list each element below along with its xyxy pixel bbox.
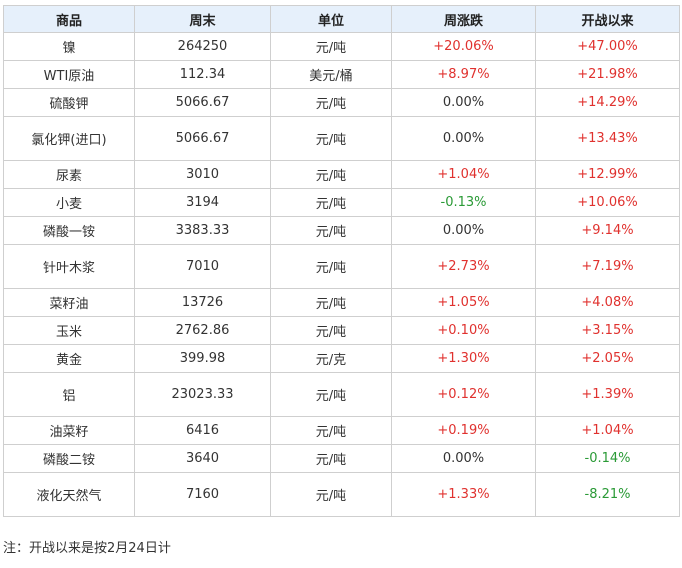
table-row: 菜籽油 13726 元/吨 +1.05% +4.08%: [3, 288, 680, 317]
cell-unit: 元/吨: [270, 244, 392, 289]
column-header-unit: 单位: [270, 5, 392, 33]
cell-unit: 元/吨: [270, 288, 392, 317]
cell-commodity: 尿素: [3, 160, 135, 189]
table-row: 液化天然气 7160 元/吨 +1.33% -8.21%: [3, 472, 680, 517]
cell-weekly-change: +1.04%: [391, 160, 536, 189]
cell-price: 5066.67: [134, 116, 271, 161]
cell-weekly-change: +8.97%: [391, 60, 536, 89]
table-row: 磷酸一铵 3383.33 元/吨 0.00% +9.14%: [3, 216, 680, 245]
cell-commodity: 液化天然气: [3, 472, 135, 517]
cell-price: 3640: [134, 444, 271, 473]
cell-commodity: 铝: [3, 372, 135, 417]
cell-price: 399.98: [134, 344, 271, 373]
cell-price: 5066.67: [134, 88, 271, 117]
cell-commodity: 黄金: [3, 344, 135, 373]
cell-commodity: 玉米: [3, 316, 135, 345]
table-row: WTI原油 112.34 美元/桶 +8.97% +21.98%: [3, 60, 680, 89]
cell-change-since-war: +1.39%: [535, 372, 680, 417]
cell-weekly-change: +1.30%: [391, 344, 536, 373]
cell-change-since-war: -0.14%: [535, 444, 680, 473]
cell-price: 3383.33: [134, 216, 271, 245]
cell-price: 13726: [134, 288, 271, 317]
cell-price: 7010: [134, 244, 271, 289]
cell-change-since-war: +3.15%: [535, 316, 680, 345]
cell-unit: 元/吨: [270, 188, 392, 217]
column-header-change-since-war: 开战以来: [535, 5, 680, 33]
cell-change-since-war: +2.05%: [535, 344, 680, 373]
cell-unit: 元/吨: [270, 116, 392, 161]
cell-change-since-war: +21.98%: [535, 60, 680, 89]
cell-unit: 元/吨: [270, 32, 392, 61]
cell-weekly-change: 0.00%: [391, 216, 536, 245]
cell-unit: 元/吨: [270, 372, 392, 417]
cell-weekly-change: +0.19%: [391, 416, 536, 445]
cell-commodity: 油菜籽: [3, 416, 135, 445]
cell-price: 264250: [134, 32, 271, 61]
table-row: 硫酸钾 5066.67 元/吨 0.00% +14.29%: [3, 88, 680, 117]
cell-change-since-war: +4.08%: [535, 288, 680, 317]
cell-unit: 元/吨: [270, 160, 392, 189]
cell-weekly-change: 0.00%: [391, 444, 536, 473]
cell-price: 3194: [134, 188, 271, 217]
cell-unit: 元/吨: [270, 444, 392, 473]
cell-commodity: 针叶木浆: [3, 244, 135, 289]
cell-unit: 元/吨: [270, 416, 392, 445]
table-row: 磷酸二铵 3640 元/吨 0.00% -0.14%: [3, 444, 680, 473]
cell-unit: 元/吨: [270, 88, 392, 117]
cell-change-since-war: +47.00%: [535, 32, 680, 61]
cell-change-since-war: +10.06%: [535, 188, 680, 217]
cell-change-since-war: -8.21%: [535, 472, 680, 517]
column-header-commodity: 商品: [3, 5, 135, 33]
cell-weekly-change: +1.33%: [391, 472, 536, 517]
cell-unit: 元/克: [270, 344, 392, 373]
cell-weekly-change: +0.10%: [391, 316, 536, 345]
cell-commodity: 菜籽油: [3, 288, 135, 317]
cell-commodity: 硫酸钾: [3, 88, 135, 117]
cell-change-since-war: +14.29%: [535, 88, 680, 117]
cell-price: 23023.33: [134, 372, 271, 417]
cell-commodity: 磷酸二铵: [3, 444, 135, 473]
cell-unit: 元/吨: [270, 472, 392, 517]
table-row: 油菜籽 6416 元/吨 +0.19% +1.04%: [3, 416, 680, 445]
table-row: 尿素 3010 元/吨 +1.04% +12.99%: [3, 160, 680, 189]
cell-unit: 美元/桶: [270, 60, 392, 89]
cell-weekly-change: +1.05%: [391, 288, 536, 317]
table-row: 黄金 399.98 元/克 +1.30% +2.05%: [3, 344, 680, 373]
cell-price: 112.34: [134, 60, 271, 89]
footnote: 注：开战以来是按2月24日计: [3, 541, 171, 556]
cell-weekly-change: -0.13%: [391, 188, 536, 217]
table-row: 镍 264250 元/吨 +20.06% +47.00%: [3, 32, 680, 61]
column-header-weekend-price: 周末: [134, 5, 271, 33]
cell-price: 7160: [134, 472, 271, 517]
table-row: 小麦 3194 元/吨 -0.13% +10.06%: [3, 188, 680, 217]
cell-change-since-war: +7.19%: [535, 244, 680, 289]
cell-weekly-change: +0.12%: [391, 372, 536, 417]
commodity-price-table: 商品 周末 单位 周涨跌 开战以来 镍 264250 元/吨 +20.06% +…: [3, 5, 680, 517]
cell-commodity: 小麦: [3, 188, 135, 217]
cell-weekly-change: 0.00%: [391, 88, 536, 117]
cell-weekly-change: +2.73%: [391, 244, 536, 289]
cell-weekly-change: +20.06%: [391, 32, 536, 61]
cell-unit: 元/吨: [270, 316, 392, 345]
cell-unit: 元/吨: [270, 216, 392, 245]
cell-price: 6416: [134, 416, 271, 445]
table-header-row: 商品 周末 单位 周涨跌 开战以来: [3, 5, 680, 33]
column-header-weekly-change: 周涨跌: [391, 5, 536, 33]
table-row: 玉米 2762.86 元/吨 +0.10% +3.15%: [3, 316, 680, 345]
cell-change-since-war: +12.99%: [535, 160, 680, 189]
cell-commodity: 磷酸一铵: [3, 216, 135, 245]
cell-commodity: WTI原油: [3, 60, 135, 89]
table-row: 铝 23023.33 元/吨 +0.12% +1.39%: [3, 372, 680, 417]
cell-commodity: 氯化钾(进口): [3, 116, 135, 161]
cell-change-since-war: +1.04%: [535, 416, 680, 445]
cell-change-since-war: +9.14%: [535, 216, 680, 245]
cell-weekly-change: 0.00%: [391, 116, 536, 161]
cell-commodity: 镍: [3, 32, 135, 61]
cell-change-since-war: +13.43%: [535, 116, 680, 161]
cell-price: 2762.86: [134, 316, 271, 345]
table-row: 氯化钾(进口) 5066.67 元/吨 0.00% +13.43%: [3, 116, 680, 161]
table-row: 针叶木浆 7010 元/吨 +2.73% +7.19%: [3, 244, 680, 289]
cell-price: 3010: [134, 160, 271, 189]
